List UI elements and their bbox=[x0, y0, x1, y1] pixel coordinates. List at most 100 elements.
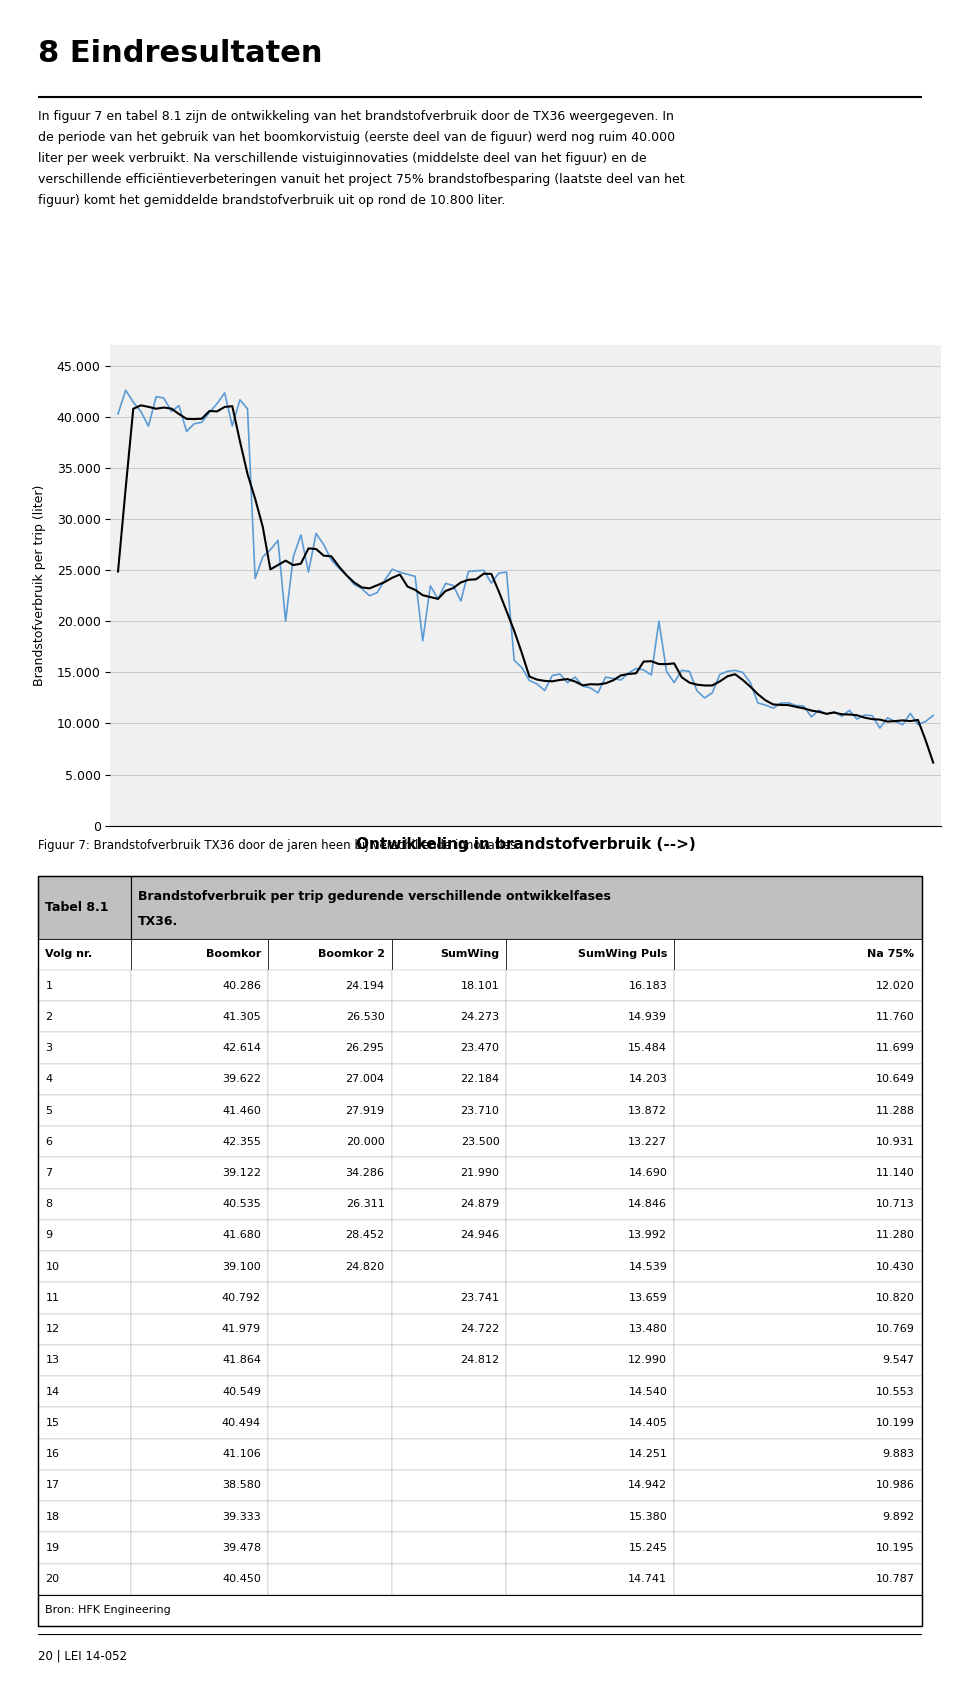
Bar bbox=[38, 1439, 132, 1469]
Bar bbox=[268, 1063, 392, 1095]
Bar bbox=[38, 1250, 132, 1282]
Text: 16: 16 bbox=[45, 1449, 60, 1459]
Text: 23.500: 23.500 bbox=[461, 1137, 499, 1147]
Text: 41.460: 41.460 bbox=[222, 1105, 261, 1115]
Text: 10.430: 10.430 bbox=[876, 1262, 915, 1272]
Text: 15: 15 bbox=[45, 1419, 60, 1427]
Bar bbox=[392, 971, 507, 1001]
Bar bbox=[674, 971, 922, 1001]
Bar bbox=[392, 1188, 507, 1220]
Text: 23.741: 23.741 bbox=[461, 1292, 499, 1303]
Bar bbox=[507, 1314, 674, 1345]
Bar bbox=[674, 1407, 922, 1439]
Bar bbox=[132, 876, 922, 939]
Bar bbox=[392, 1469, 507, 1501]
Bar bbox=[674, 1126, 922, 1158]
Bar bbox=[674, 1439, 922, 1469]
Text: 15.484: 15.484 bbox=[628, 1043, 667, 1053]
Text: 10.769: 10.769 bbox=[876, 1324, 915, 1335]
Bar bbox=[132, 939, 268, 971]
Bar bbox=[132, 1439, 268, 1469]
Bar bbox=[392, 1439, 507, 1469]
Text: 11.280: 11.280 bbox=[876, 1230, 915, 1240]
Text: 39.478: 39.478 bbox=[222, 1543, 261, 1554]
Bar bbox=[132, 1033, 268, 1063]
Text: 41.305: 41.305 bbox=[222, 1011, 261, 1021]
Bar bbox=[132, 1095, 268, 1126]
Bar bbox=[38, 1564, 132, 1594]
Text: 41.864: 41.864 bbox=[222, 1355, 261, 1365]
Text: 7: 7 bbox=[45, 1168, 53, 1178]
Bar bbox=[392, 1220, 507, 1250]
Bar bbox=[132, 1282, 268, 1314]
Bar bbox=[268, 1095, 392, 1126]
Bar bbox=[38, 1033, 132, 1063]
Text: 8 Eindresultaten: 8 Eindresultaten bbox=[38, 39, 323, 67]
Bar bbox=[38, 1314, 132, 1345]
Bar bbox=[674, 1250, 922, 1282]
Text: 41.106: 41.106 bbox=[222, 1449, 261, 1459]
Bar bbox=[507, 1469, 674, 1501]
Text: 27.919: 27.919 bbox=[346, 1105, 385, 1115]
Text: 10.199: 10.199 bbox=[876, 1419, 915, 1427]
Bar bbox=[507, 1345, 674, 1377]
Bar bbox=[132, 971, 268, 1001]
Bar bbox=[268, 1345, 392, 1377]
Text: SumWing Puls: SumWing Puls bbox=[578, 949, 667, 959]
Text: 10.553: 10.553 bbox=[876, 1387, 915, 1397]
Bar bbox=[38, 1188, 132, 1220]
Bar bbox=[132, 1001, 268, 1033]
Text: 1: 1 bbox=[45, 981, 53, 991]
Text: 13.992: 13.992 bbox=[628, 1230, 667, 1240]
Bar bbox=[132, 1188, 268, 1220]
Text: 24.194: 24.194 bbox=[346, 981, 385, 991]
Bar bbox=[392, 1158, 507, 1188]
Bar bbox=[38, 1158, 132, 1188]
Text: 14.741: 14.741 bbox=[628, 1574, 667, 1584]
Text: 11: 11 bbox=[45, 1292, 60, 1303]
Text: 9.892: 9.892 bbox=[882, 1511, 915, 1522]
Bar bbox=[392, 1095, 507, 1126]
Bar bbox=[38, 1377, 132, 1407]
Bar bbox=[38, 1126, 132, 1158]
Bar bbox=[392, 1377, 507, 1407]
Bar bbox=[674, 1377, 922, 1407]
Bar bbox=[38, 1282, 132, 1314]
Text: Brandstofverbruik per trip gedurende verschillende ontwikkelfases: Brandstofverbruik per trip gedurende ver… bbox=[138, 890, 612, 903]
Text: 10.713: 10.713 bbox=[876, 1200, 915, 1210]
Bar bbox=[38, 1501, 132, 1532]
Bar bbox=[392, 1250, 507, 1282]
Text: 9: 9 bbox=[45, 1230, 53, 1240]
Bar bbox=[268, 1033, 392, 1063]
Bar bbox=[674, 1282, 922, 1314]
Text: 14.939: 14.939 bbox=[628, 1011, 667, 1021]
Text: 24.273: 24.273 bbox=[460, 1011, 499, 1021]
Text: 26.311: 26.311 bbox=[346, 1200, 385, 1210]
Text: 24.879: 24.879 bbox=[460, 1200, 499, 1210]
Text: 15.380: 15.380 bbox=[629, 1511, 667, 1522]
Bar bbox=[674, 1501, 922, 1532]
Bar bbox=[507, 971, 674, 1001]
Bar bbox=[507, 939, 674, 971]
Text: 13.872: 13.872 bbox=[628, 1105, 667, 1115]
Text: 38.580: 38.580 bbox=[222, 1481, 261, 1491]
Bar bbox=[38, 1594, 922, 1626]
Text: 14: 14 bbox=[45, 1387, 60, 1397]
Text: 22.184: 22.184 bbox=[460, 1075, 499, 1083]
Bar bbox=[507, 1126, 674, 1158]
Bar bbox=[268, 1407, 392, 1439]
Text: 10.986: 10.986 bbox=[876, 1481, 915, 1491]
Text: 24.946: 24.946 bbox=[460, 1230, 499, 1240]
Bar bbox=[38, 971, 132, 1001]
Bar bbox=[132, 1158, 268, 1188]
Bar bbox=[392, 1033, 507, 1063]
Bar bbox=[507, 1501, 674, 1532]
Text: 14.540: 14.540 bbox=[629, 1387, 667, 1397]
Text: In figuur 7 en tabel 8.1 zijn de ontwikkeling van het brandstofverbruik door de : In figuur 7 en tabel 8.1 zijn de ontwikk… bbox=[38, 110, 685, 207]
Bar bbox=[38, 1345, 132, 1377]
Bar bbox=[674, 1001, 922, 1033]
Bar bbox=[507, 1063, 674, 1095]
Bar bbox=[507, 1532, 674, 1564]
Text: 39.100: 39.100 bbox=[222, 1262, 261, 1272]
Text: 42.614: 42.614 bbox=[222, 1043, 261, 1053]
